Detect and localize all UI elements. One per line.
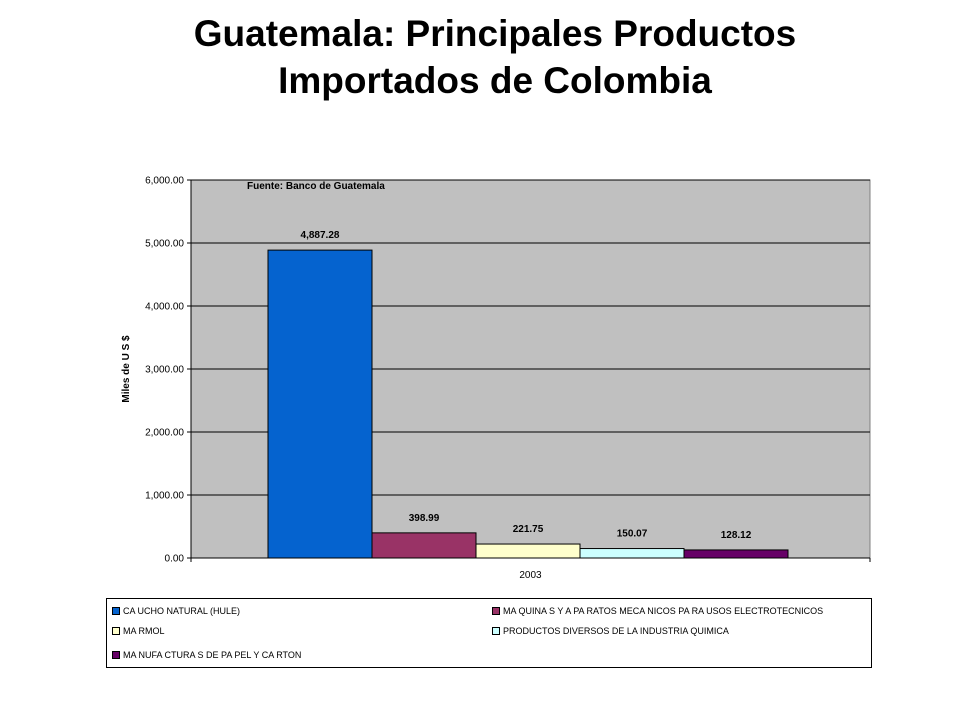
legend-label: MA RMOL [123, 626, 165, 636]
chart-title-line-2: Importados de Colombia [278, 60, 712, 101]
bar [371, 532, 477, 559]
y-tick-label: 2,000.00 [145, 428, 184, 439]
legend-swatch [112, 607, 120, 615]
legend-label: MA NUFA CTURA S DE PA PEL Y CA RTON [123, 650, 302, 660]
data-label: 150.07 [617, 529, 648, 540]
y-tick-label: 4,000.00 [145, 302, 184, 313]
legend-swatch [112, 651, 120, 659]
legend-swatch [492, 607, 500, 615]
source-annotation: Fuente: Banco de Guatemala [247, 181, 385, 192]
bar [683, 549, 789, 559]
plot-area: 0.00 1,000.00 2,000.00 3,000.00 4,000.00 5,00… [121, 176, 871, 581]
bar [267, 249, 373, 559]
bar [475, 543, 581, 559]
legend-item: MA QUINA S Y A PA RATOS MECA NICOS PA RA… [492, 606, 823, 616]
legend-item: CA UCHO NATURAL (HULE) [112, 606, 240, 616]
legend-label: PRODUCTOS DIVERSOS DE LA INDUSTRIA QUIMI… [503, 626, 729, 636]
data-label: 4,887.28 [301, 230, 340, 241]
legend-label: CA UCHO NATURAL (HULE) [123, 606, 241, 616]
legend-swatch [112, 627, 120, 635]
chart-title: Guatemala: Principales Productos Importa… [0, 10, 960, 104]
y-tick-label: 5,000.00 [145, 239, 184, 250]
y-tick-label: 0.00 [165, 554, 185, 565]
legend-item: MA NUFA CTURA S DE PA PEL Y CA RTON [112, 650, 301, 660]
data-label: 398.99 [409, 513, 440, 524]
data-label: 221.75 [513, 524, 544, 535]
data-label: 128.12 [721, 530, 752, 541]
legend-item: PRODUCTOS DIVERSOS DE LA INDUSTRIA QUIMI… [492, 626, 729, 636]
chart-legend: CA UCHO NATURAL (HULE) MA QUINA S Y A PA … [106, 598, 872, 668]
legend-item: MA RMOL [112, 626, 165, 636]
legend-swatch [492, 627, 500, 635]
y-tick-label: 1,000.00 [145, 491, 184, 502]
chart-title-line-1: Guatemala: Principales Productos [193, 13, 797, 54]
bar [579, 548, 685, 559]
legend-label: MA QUINA S Y A PA RATOS MECA NICOS PA RA… [503, 606, 824, 616]
y-tick-label: 3,000.00 [145, 365, 184, 376]
x-category-label: 2003 [519, 570, 542, 581]
y-tick-label: 6,000.00 [145, 176, 184, 187]
y-axis-title: Miles de U S $ [121, 335, 132, 403]
